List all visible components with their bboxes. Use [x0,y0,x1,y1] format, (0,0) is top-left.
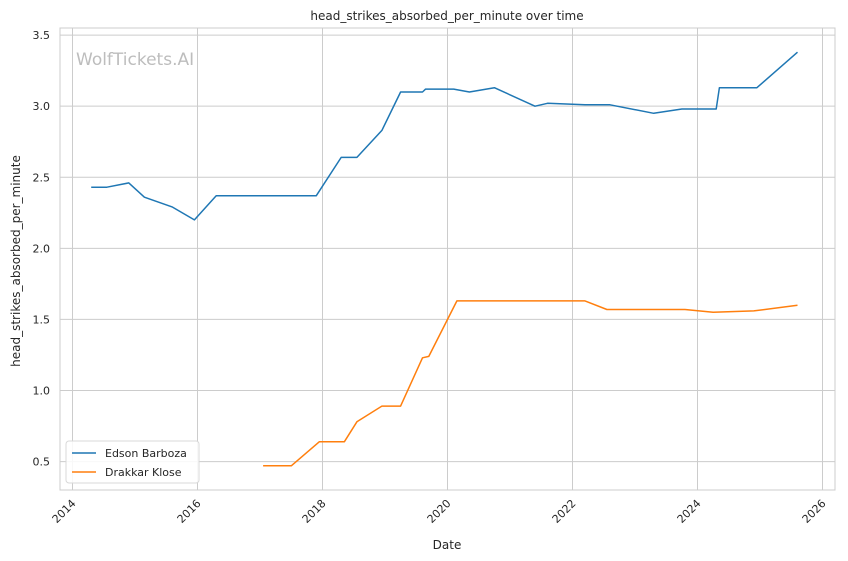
legend-label: Edson Barboza [105,447,187,460]
series-line-0 [91,51,798,221]
y-tick-label: 2.5 [33,171,51,184]
y-tick-label: 3.5 [33,29,51,42]
y-tick-label: 0.5 [33,456,51,469]
y-tick-label: 2.0 [33,242,51,255]
chart-title: head_strikes_absorbed_per_minute over ti… [310,9,583,23]
series-line-1 [263,300,798,467]
y-tick-label: 1.5 [33,313,51,326]
y-tick-label: 1.0 [33,384,51,397]
x-axis-title: Date [433,538,462,552]
y-axis-title: head_strikes_absorbed_per_minute [9,155,23,367]
legend-label: Drakkar Klose [105,466,182,479]
y-tick-label: 3.0 [33,100,51,113]
legend-box [65,440,200,484]
watermark: WolfTickets.AI [76,50,194,70]
legend: Edson Barboza Drakkar Klose [65,440,200,484]
plot-frame [59,27,836,491]
y-axis-ticks: 0.5 1.0 1.5 2.0 2.5 3.0 3.5 [33,29,51,468]
series-layer [91,51,798,467]
